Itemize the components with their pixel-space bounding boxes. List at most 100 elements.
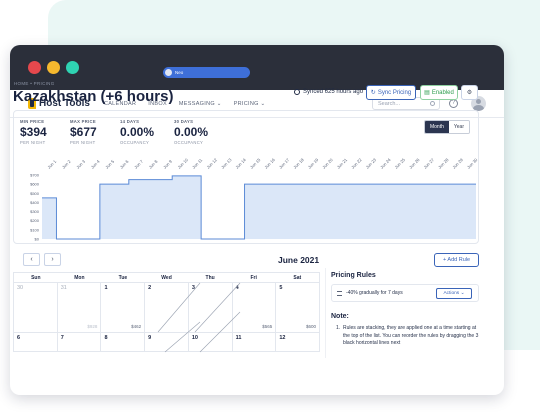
x-tick-label: Jun 29 (451, 157, 464, 170)
x-tick-label: Jun 23 (365, 157, 378, 170)
help-icon[interactable]: ? (449, 99, 458, 108)
search-icon (430, 101, 435, 106)
x-tick-label: Jun 27 (423, 157, 436, 170)
sync-pricing-label: Sync Pricing (377, 89, 412, 96)
stat-value: $394 (20, 125, 47, 139)
sync-icon: ↻ (370, 90, 376, 96)
guest-avatar (165, 69, 172, 76)
x-tick-label: Jun 30 (466, 157, 479, 170)
minimize-dot[interactable] (47, 61, 60, 74)
calendar-day-cell[interactable]: 3 (189, 283, 233, 332)
sync-status: Synced 625 hours ago (294, 89, 363, 95)
chevron-down-icon: ⌄ (260, 100, 266, 107)
calendar-week-row: 6 7 8 9 10 11 12 (14, 333, 319, 351)
weekday-label: Sat (293, 275, 302, 281)
price-line (42, 175, 476, 240)
y-tick-label: $300 (30, 209, 40, 214)
stats-panel: MIN PRICE $394 PER NIGHT MAX PRICE $677 … (13, 110, 479, 244)
calendar-day-number: 1 (104, 285, 108, 291)
x-tick-label: Jun 1 (46, 158, 57, 169)
calendar-day-cell[interactable]: 2 (145, 283, 189, 332)
title-bar (10, 45, 504, 90)
x-tick-label: Jun 15 (249, 157, 262, 170)
nav-pricing[interactable]: PRICING ⌄ (234, 101, 266, 107)
calendar-day-cell[interactable]: 9 (145, 333, 189, 351)
search-placeholder: Search... (378, 101, 401, 107)
calendar-day-cell[interactable]: 12 (276, 333, 319, 351)
nav-pricing-label: PRICING (233, 100, 259, 107)
weekday-label: Sun (31, 275, 41, 281)
y-tick-label: $100 (30, 227, 40, 232)
calendar-day-cell[interactable]: 11 (233, 333, 277, 351)
calendar-weekday-header: Sun Mon Tue Wed Thu Fri Sat (14, 273, 319, 283)
calendar-day-cell[interactable]: 31 $928 (58, 283, 102, 332)
calendar-day-cell[interactable]: 4 $565 (233, 283, 277, 332)
x-tick-label: Jun 21 (336, 157, 349, 170)
x-tick-label: Jun 20 (321, 157, 334, 170)
nav-messaging[interactable]: MESSAGING ⌄ (179, 101, 222, 107)
calendar-day-number: 6 (17, 335, 21, 341)
logo[interactable]: Host Tools (28, 98, 90, 109)
calendar-day-price: $600 (306, 324, 317, 329)
logo-text: Host Tools (39, 98, 90, 109)
calendar-day-number: 4 (235, 285, 239, 291)
nav-messaging-label: MESSAGING (178, 100, 215, 107)
stat-min-price: MIN PRICE $394 PER NIGHT (20, 119, 47, 145)
year-view-button[interactable]: Year (448, 121, 469, 133)
close-dot[interactable] (28, 61, 41, 74)
month-view-button[interactable]: Month (424, 121, 449, 133)
rule-actions-button[interactable]: Actions ⌄ (436, 288, 472, 299)
y-tick-label: $700 (30, 173, 40, 178)
x-tick-label: Jun 6 (119, 158, 130, 169)
stat-value: 0.00% (120, 125, 155, 139)
x-tick-label: Jun 4 (90, 158, 101, 169)
enabled-label: Enabled (431, 89, 454, 96)
drag-handle-icon[interactable] (337, 291, 342, 296)
next-month-button[interactable]: › (44, 253, 61, 266)
gear-icon: ⚙ (466, 90, 473, 96)
x-tick-label: Jun 13 (220, 157, 233, 170)
weekday-label: Thu (205, 275, 215, 281)
stat-value: 0.00% (174, 125, 209, 139)
nav-calendar[interactable]: CALENDAR (103, 100, 137, 107)
stat-sub: OCCUPANCY (174, 140, 204, 145)
prev-month-button[interactable]: ‹ (23, 253, 40, 266)
maximize-dot[interactable] (66, 61, 79, 74)
x-tick-label: Jun 5 (104, 158, 115, 169)
booking-bar[interactable]: Neo (163, 67, 250, 78)
panel-divider (325, 268, 326, 358)
booking-guest-name: Neo (175, 70, 184, 75)
add-rule-button[interactable]: + Add Rule (434, 253, 479, 267)
calendar-day-number: 5 (279, 285, 283, 291)
calendar-day-cell[interactable]: 6 (14, 333, 58, 351)
logo-icon (28, 98, 36, 109)
y-tick-label: $0 (35, 237, 40, 242)
pricing-rule-text: -40% gradually for 7 days (346, 290, 403, 296)
calendar-day-cell[interactable]: 30 (14, 283, 58, 332)
stat-label: 30 DAYS (174, 119, 194, 124)
calendar-day-number: 10 (191, 335, 198, 341)
x-tick-label: Jun 18 (292, 157, 305, 170)
x-tick-label: Jun 2 (61, 158, 72, 169)
calendar-day-number: 11 (235, 335, 242, 341)
page-title: Kazakhstan (+6 hours) (13, 88, 174, 105)
calendar-day-cell[interactable]: 1 $462 (101, 283, 146, 332)
stat-sub: PER NIGHT (20, 140, 46, 145)
calendar-day-number: 2 (148, 285, 152, 291)
calendar-day-cell[interactable]: 7 (58, 333, 102, 351)
calendar-day-cell[interactable]: 5 $600 (276, 283, 319, 332)
toggle-icon: ▤ (424, 90, 430, 96)
enabled-toggle-button[interactable]: ▤ Enabled (420, 85, 458, 100)
sync-pricing-button[interactable]: ↻ Sync Pricing (366, 85, 416, 100)
calendar-day-cell[interactable]: 10 (189, 333, 233, 351)
y-tick-label: $400 (30, 200, 40, 205)
calendar-day-number: 9 (148, 335, 152, 341)
chevron-down-icon: ⌄ (216, 100, 222, 107)
x-tick-label: Jun 19 (307, 157, 320, 170)
calendar-week-row: 30 31 $928 1 $462 2 3 4 $565 5 $600 (14, 283, 319, 333)
y-tick-label: $200 (30, 218, 40, 223)
calendar-day-cell[interactable]: 8 (101, 333, 146, 351)
nav-inbox[interactable]: INBOX (148, 100, 167, 107)
settings-button[interactable]: ⚙ (461, 85, 478, 100)
view-toggle: Month Year (423, 120, 470, 134)
